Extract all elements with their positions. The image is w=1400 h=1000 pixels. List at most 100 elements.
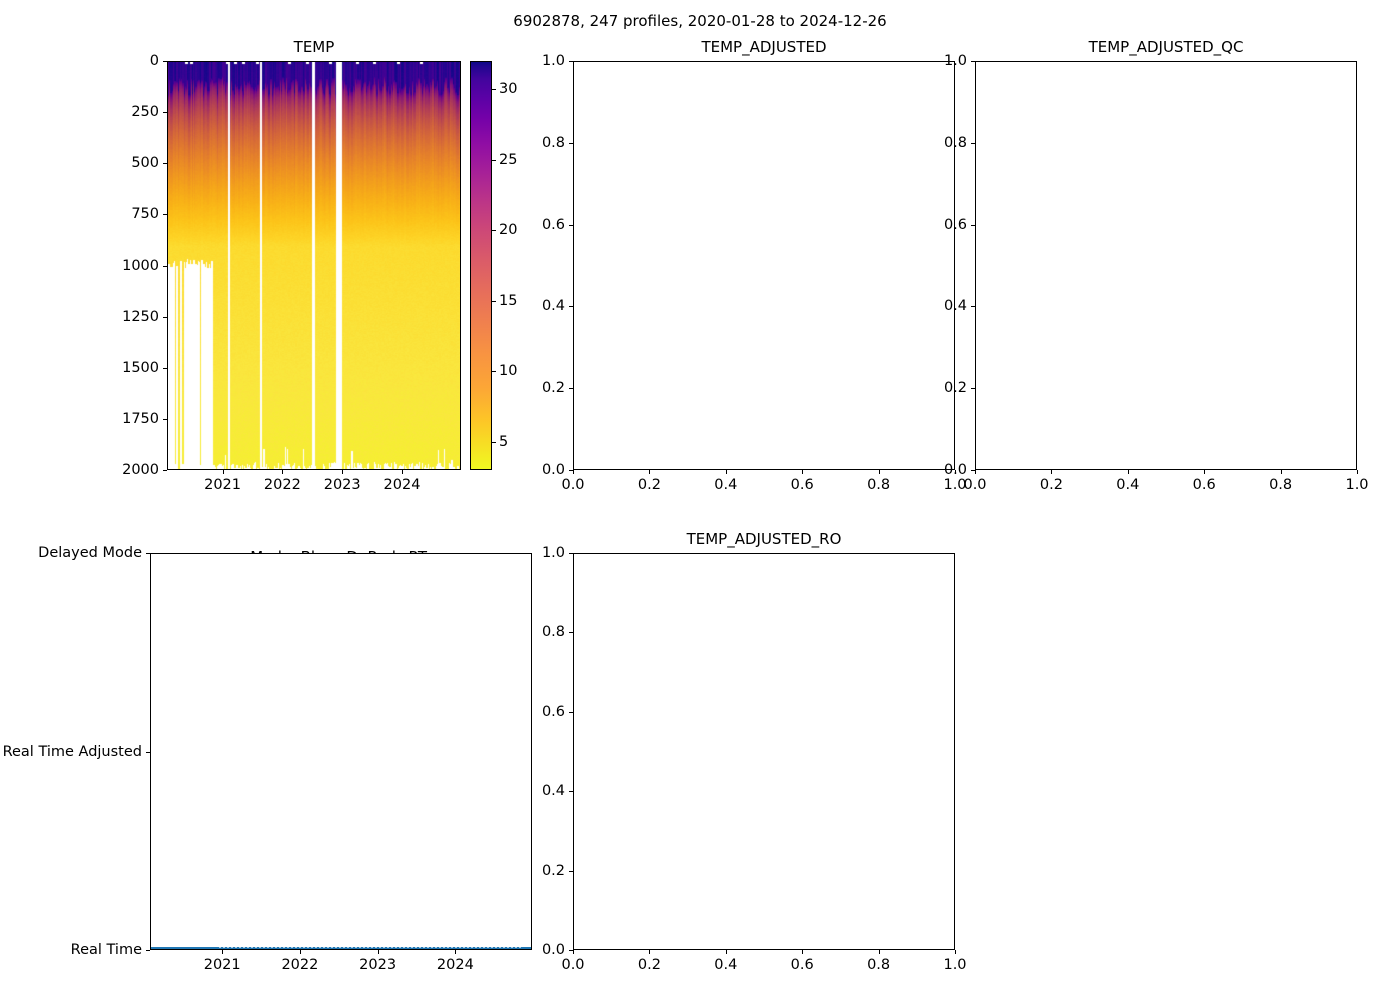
mode-xticklabel: 2023 — [359, 957, 397, 973]
colorbar-tick — [492, 371, 496, 373]
temp-adjusted-qc-xticklabel: 0.8 — [1269, 477, 1293, 493]
temp-adjusted-ro-ytick — [569, 950, 573, 952]
temp-adjusted-ro-ytick — [569, 791, 573, 793]
temp-yticklabel: 1250 — [122, 308, 159, 325]
temp-yticklabel: 1000 — [122, 257, 159, 274]
temp-yticklabel: 1750 — [122, 410, 159, 427]
temp-adjusted-ro-xtick — [955, 950, 957, 954]
temp-adjusted-qc-xtick — [975, 470, 977, 474]
mode-axes — [150, 553, 532, 950]
temp-adjusted-ro-axes-title: TEMP_ADJUSTED_RO — [686, 530, 842, 548]
temp-adjusted-ro-yticklabel: 0.8 — [541, 624, 565, 641]
temp-adjusted-ro-ytick — [569, 870, 573, 872]
temp-yticklabel: 0 — [149, 53, 159, 69]
temp-colorbar — [470, 61, 492, 470]
temp-yticklabel: 2000 — [122, 462, 159, 478]
temp-adjusted-qc-yticklabel: 1.0 — [943, 53, 967, 69]
temp-adjusted-xtick — [649, 470, 651, 474]
temp-yticklabel: 500 — [131, 155, 159, 172]
mode-xtick — [222, 950, 224, 954]
temp-adjusted-xticklabel: 1.0 — [943, 477, 967, 493]
temp-adjusted-xtick — [878, 470, 880, 474]
figure-suptitle: 6902878, 247 profiles, 2020-01-28 to 202… — [513, 12, 887, 30]
mode-yticklabel: Delayed Mode — [38, 545, 142, 561]
temp-adjusted-qc-ytick — [971, 61, 975, 63]
temp-adjusted-ytick — [569, 306, 573, 308]
temp-adjusted-qc-ytick — [971, 470, 975, 472]
temp-adjusted-ro-xtick — [802, 950, 804, 954]
temp-adjusted-qc-yticklabel: 0.8 — [943, 134, 967, 151]
temp-adjusted-ro-ytick — [569, 711, 573, 713]
temp-adjusted-qc-xticklabel: 0.0 — [963, 477, 987, 493]
temp-xtick — [282, 470, 284, 474]
temp-ytick — [163, 265, 167, 267]
temp-adjusted-xtick — [802, 470, 804, 474]
temp-adjusted-ytick — [569, 224, 573, 226]
temp-adjusted-qc-xticklabel: 0.4 — [1116, 477, 1140, 493]
temp-adjusted-ro-xticklabel: 0.2 — [637, 957, 661, 973]
colorbar-tick — [492, 441, 496, 443]
temp-adjusted-ytick — [569, 470, 573, 472]
temp-xtick — [402, 470, 404, 474]
temp-adjusted-yticklabel: 0.8 — [541, 134, 565, 151]
temp-adjusted-qc-yticklabel: 0.4 — [943, 298, 967, 315]
temp-adjusted-ro-xticklabel: 0.8 — [867, 957, 891, 973]
mode-ytick — [146, 950, 150, 952]
temp-ytick — [163, 418, 167, 420]
temp-xticklabel: 2022 — [263, 477, 301, 493]
temp-ytick — [163, 214, 167, 216]
temp-heatmap-axes — [167, 61, 461, 470]
temp-adjusted-qc-ytick — [971, 306, 975, 308]
temp-adjusted-yticklabel: 1.0 — [541, 53, 565, 69]
temp-ytick — [163, 112, 167, 114]
temp-adjusted-ro-xticklabel: 1.0 — [943, 957, 967, 973]
temp-adjusted-ro-xticklabel: 0.0 — [561, 957, 585, 973]
colorbar-ticklabel: 15 — [499, 292, 518, 309]
temp-adjusted-xtick — [955, 470, 957, 474]
temp-adjusted-ro-yticklabel: 1.0 — [541, 545, 565, 561]
temp-adjusted-qc-xticklabel: 0.6 — [1192, 477, 1216, 493]
temp-yticklabel: 250 — [131, 104, 159, 121]
temp-adjusted-qc-xtick — [1357, 470, 1359, 474]
colorbar-ticklabel: 5 — [499, 433, 509, 450]
temp-adjusted-ro-xtick — [725, 950, 727, 954]
temp-adjusted-qc-ytick — [971, 142, 975, 144]
mode-ytick — [146, 751, 150, 753]
colorbar-tick — [492, 300, 496, 302]
temp-adjusted-xticklabel: 0.8 — [867, 477, 891, 493]
mode-xtick — [299, 950, 301, 954]
mode-xtick — [455, 950, 457, 954]
temp-yticklabel: 750 — [131, 206, 159, 223]
temp-adjusted-qc-ytick — [971, 224, 975, 226]
temp-adjusted-qc-yticklabel: 0.2 — [943, 380, 967, 397]
temp-adjusted-axes — [573, 61, 955, 470]
temp-adjusted-xticklabel: 0.6 — [790, 477, 814, 493]
mode-xticklabel: 2024 — [436, 957, 474, 973]
temp-ytick — [163, 61, 167, 63]
temp-adjusted-qc-xtick — [1127, 470, 1129, 474]
temp-adjusted-xtick — [573, 470, 575, 474]
temp-adjusted-ro-xtick — [649, 950, 651, 954]
temp-ytick — [163, 316, 167, 318]
temp-adjusted-yticklabel: 0.2 — [541, 380, 565, 397]
temp-adjusted-ro-yticklabel: 0.2 — [541, 862, 565, 879]
temp-adjusted-ro-xtick — [573, 950, 575, 954]
temp-adjusted-ro-xtick — [878, 950, 880, 954]
temp-adjusted-axes-title: TEMP_ADJUSTED — [701, 38, 827, 56]
temp-xticklabel: 2023 — [323, 477, 361, 493]
temp-adjusted-xticklabel: 0.2 — [637, 477, 661, 493]
temp-adjusted-xticklabel: 0.0 — [561, 477, 585, 493]
temp-ytick — [163, 470, 167, 472]
colorbar-tick — [492, 89, 496, 91]
temp-adjusted-ytick — [569, 388, 573, 390]
mode-series-line — [151, 947, 531, 949]
temp-adjusted-qc-xticklabel: 0.2 — [1039, 477, 1063, 493]
colorbar-tick — [492, 230, 496, 232]
temp-adjusted-qc-xticklabel: 1.0 — [1345, 477, 1369, 493]
temp-adjusted-ro-xticklabel: 0.6 — [790, 957, 814, 973]
temp-heatmap-canvas — [168, 62, 460, 469]
temp-adjusted-qc-yticklabel: 0.6 — [943, 216, 967, 233]
temp-adjusted-qc-xtick — [1051, 470, 1053, 474]
temp-adjusted-ro-ytick — [569, 553, 573, 555]
